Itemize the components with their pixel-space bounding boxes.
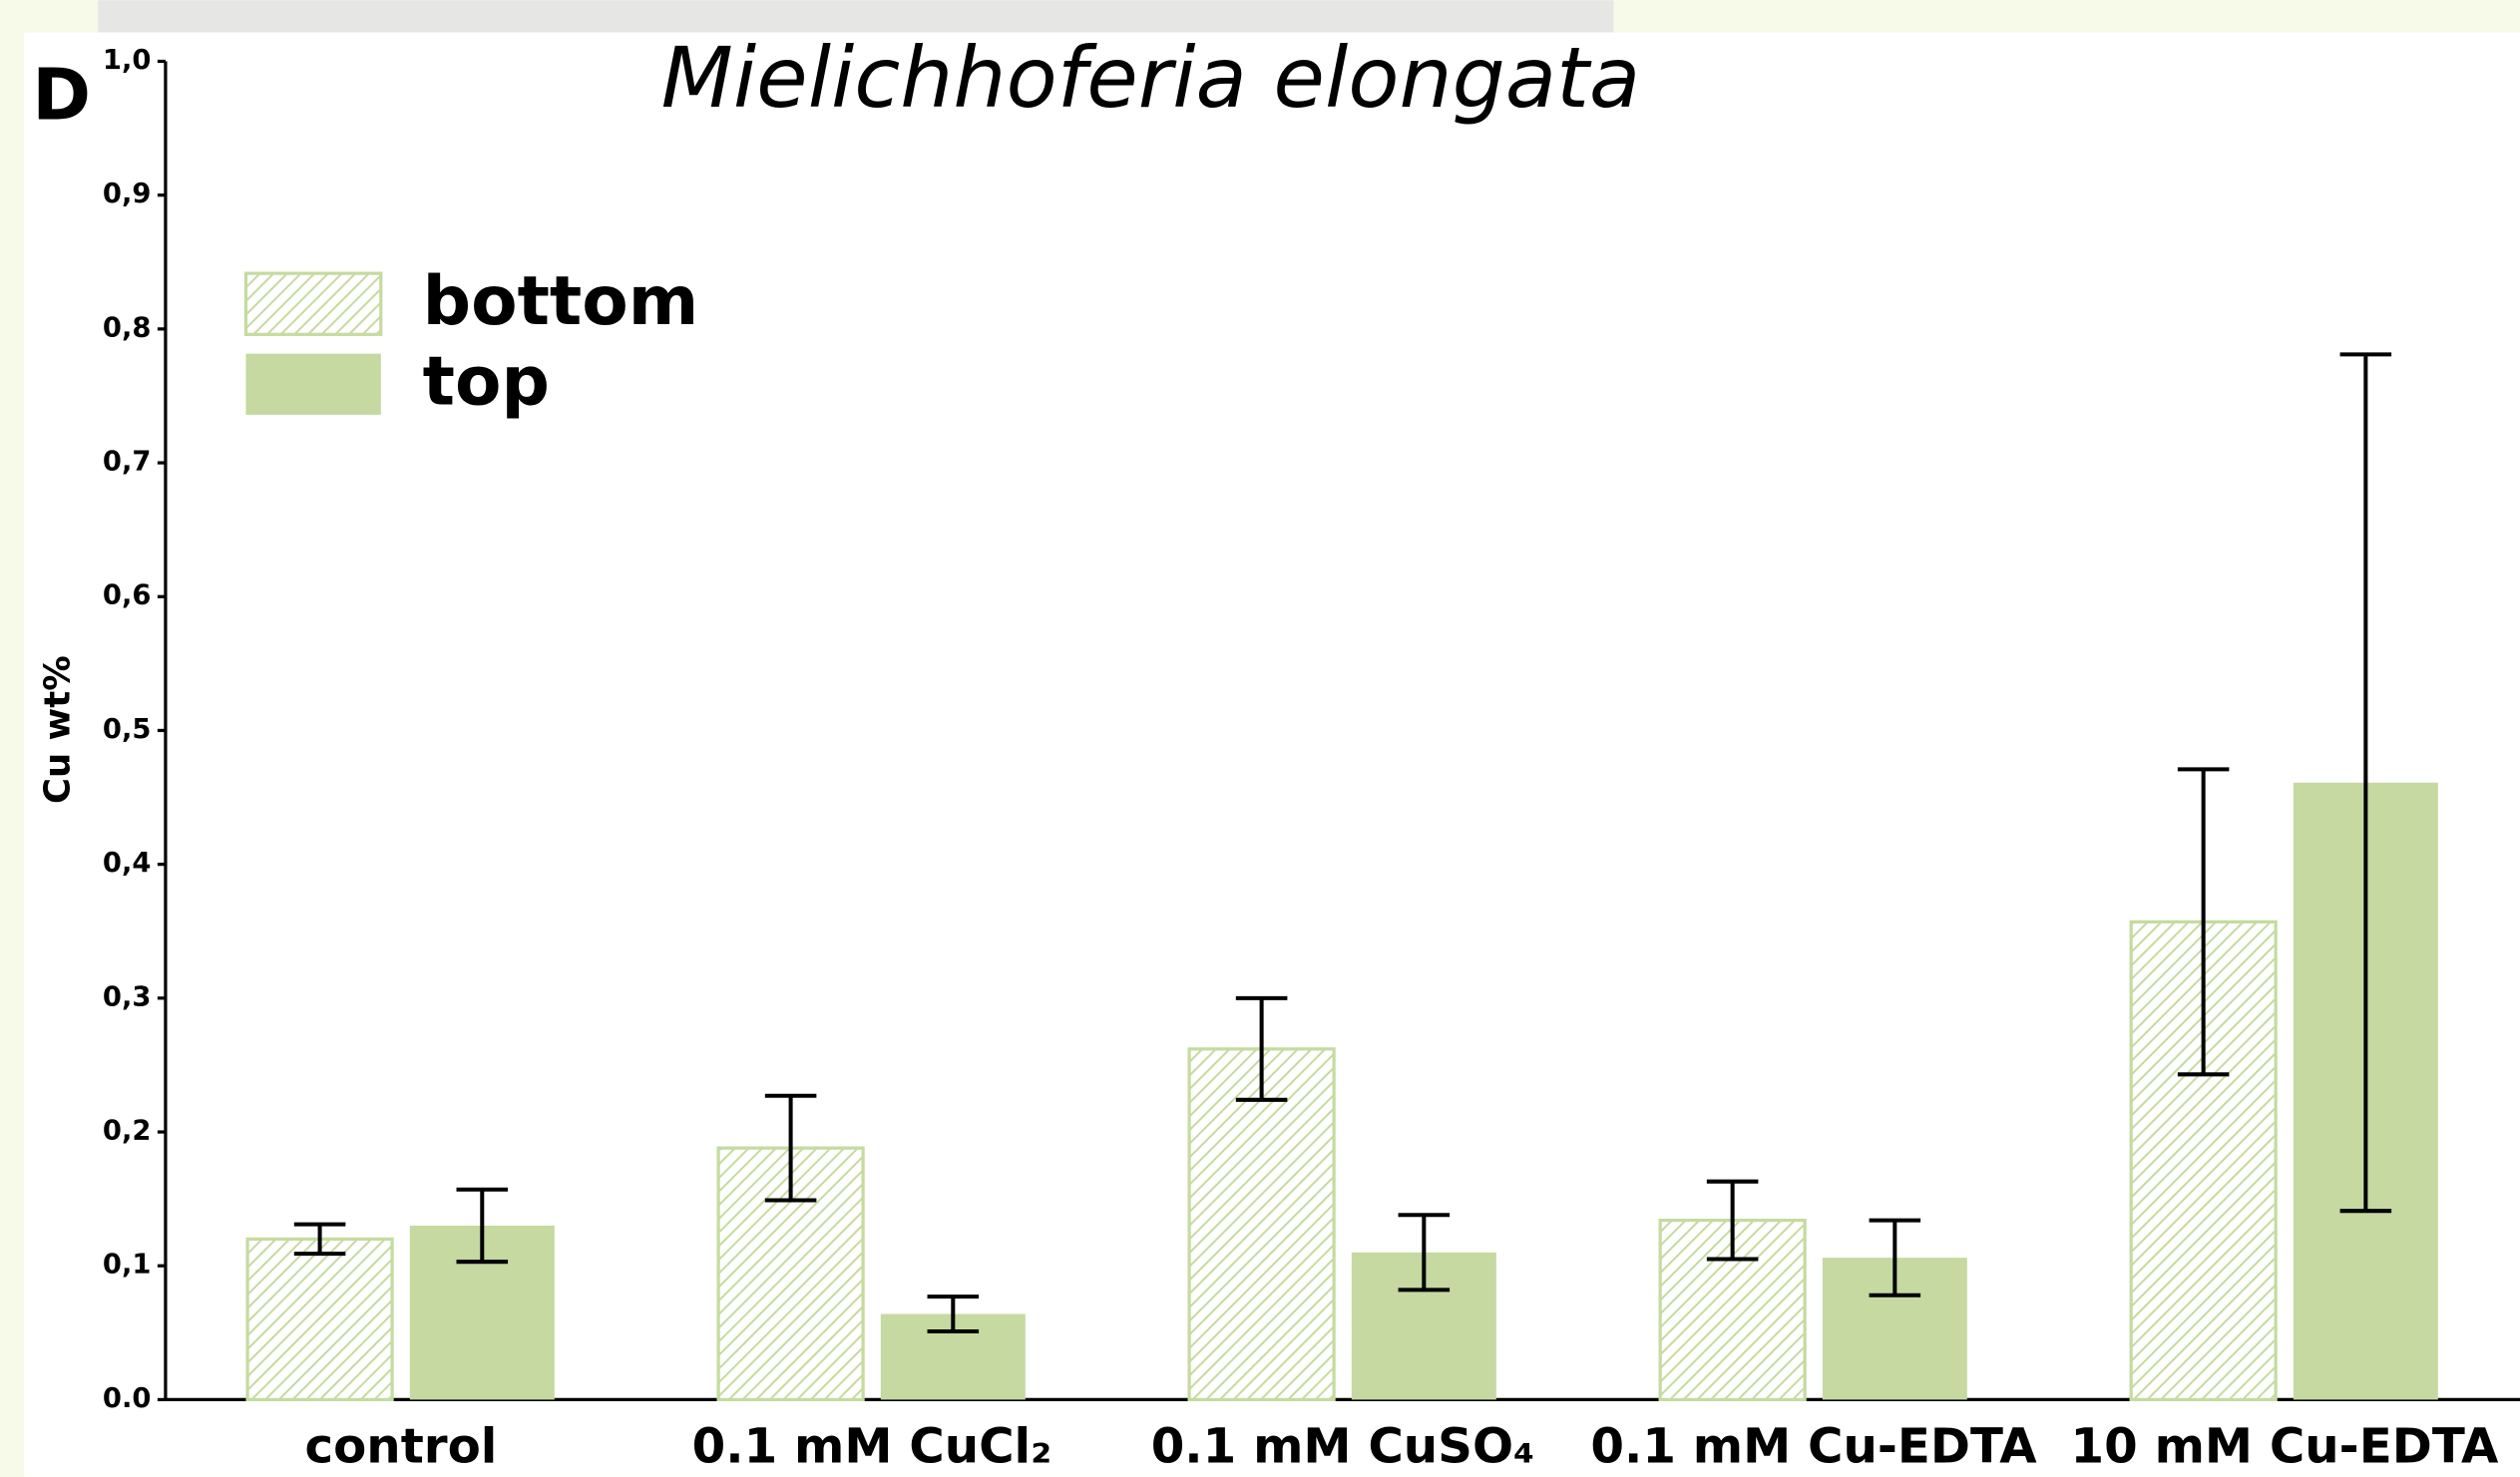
x-tick-label: 0.1 mM Cu-EDTA [1590, 1418, 2037, 1474]
y-tick-label: 0,3 [103, 981, 151, 1012]
y-tick-label: 0,5 [103, 714, 151, 745]
y-tick-label: 0,1 [103, 1250, 151, 1281]
x-tick-label: 0.1 mM CuSO₄ [1151, 1418, 1535, 1474]
page: {"chart_data": { "type": "bar", "panel_l… [0, 0, 2520, 1477]
legend-label: top [423, 341, 550, 420]
bar [247, 1239, 392, 1399]
legend-label: bottom [423, 261, 699, 340]
y-tick-label: 0.0 [103, 1383, 151, 1414]
y-tick-label: 0,9 [103, 179, 151, 209]
legend-swatch [245, 354, 380, 415]
y-tick-label: 0,6 [103, 580, 151, 611]
y-tick-label: 0,8 [103, 312, 151, 343]
y-axis-label: Cu wt% [38, 655, 79, 804]
y-tick-label: 0,7 [103, 447, 151, 478]
chart-title: Mielichhoferia elongata [661, 29, 1641, 127]
y-tick-label: 0,4 [103, 848, 151, 879]
y-tick-label: 0,2 [103, 1116, 151, 1147]
y-tick-label: 1,0 [103, 45, 151, 76]
panel-label: D [32, 54, 91, 137]
photo-strip [98, 0, 1613, 32]
x-tick-label: 10 mM Cu-EDTA [2071, 1418, 2500, 1474]
x-tick-label: 0.1 mM CuCl₂ [692, 1418, 1052, 1474]
chart: D Mielichhoferia elongata Cu wt% 0.0 0,1 0… [0, 0, 2520, 1477]
x-tick-label: control [304, 1418, 497, 1474]
legend-swatch [245, 273, 380, 334]
